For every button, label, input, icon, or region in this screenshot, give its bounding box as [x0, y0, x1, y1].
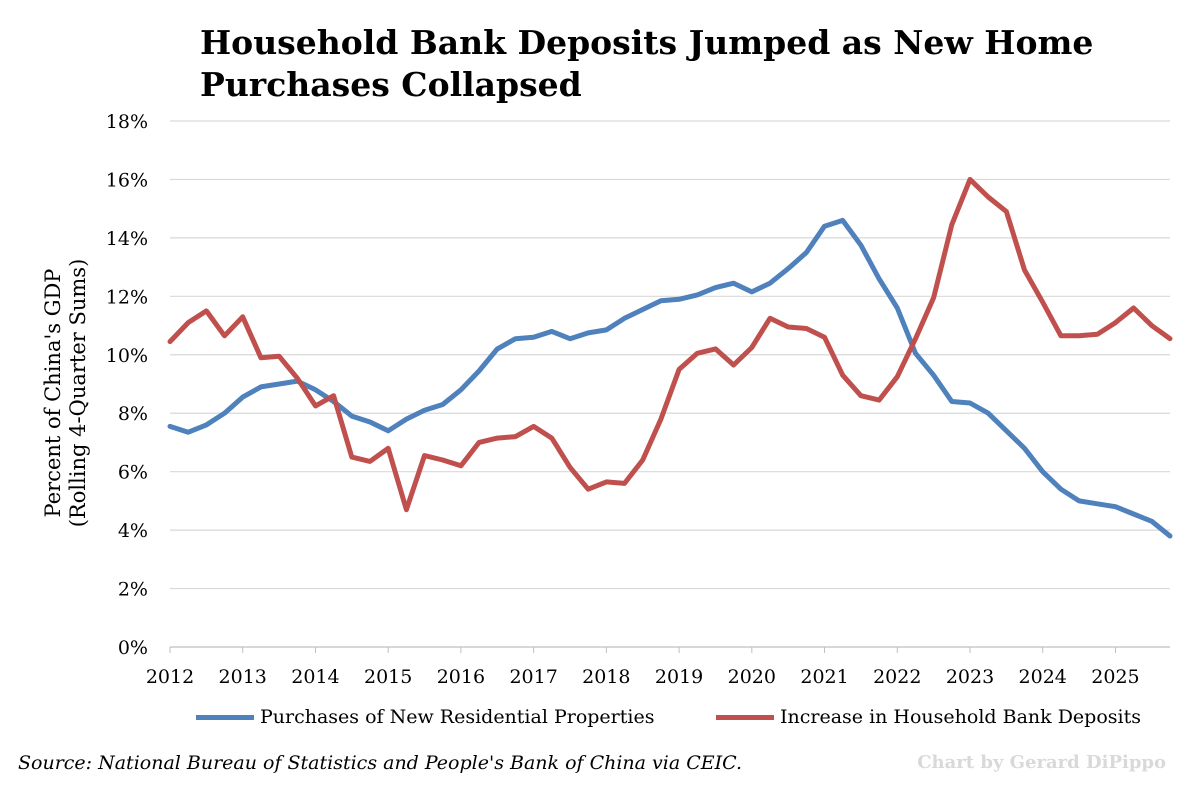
gridlines	[170, 120, 1170, 648]
series-line-deposits	[167, 176, 1173, 513]
legend-label-purchases: Purchases of New Residential Properties	[260, 706, 655, 728]
source-note: Source: National Bureau of Statistics an…	[18, 752, 743, 774]
x-tick-label: 2023	[946, 666, 994, 688]
x-tick-labels: 2012 2013 2014 2015 2016 2017 2018 2019 2020 2021…	[146, 647, 1140, 688]
y-tick-label: 18%	[106, 111, 148, 133]
x-tick-label: 2025	[1091, 666, 1139, 688]
legend-swatch-deposits	[716, 714, 774, 720]
legend-label-deposits: Increase in Household Bank Deposits	[780, 706, 1141, 728]
x-tick-label: 2021	[800, 666, 848, 688]
y-tick-label: 12%	[106, 286, 148, 308]
x-tick-label: 2019	[655, 666, 703, 688]
y-tick-label: 0%	[118, 637, 148, 659]
y-tick-labels: 0% 2% 4% 6% 8% 10% 12% 14% 16% 18%	[106, 111, 148, 659]
x-tick-label: 2016	[437, 666, 485, 688]
y-tick-label: 10%	[106, 345, 148, 367]
x-tick-label: 2017	[509, 666, 557, 688]
y-tick-label: 8%	[118, 403, 148, 425]
x-tick-label: 2015	[364, 666, 412, 688]
line-chart: 0%2%4%6%8%10%12%14%16%18% 2012 2013 2014 20…	[106, 111, 1173, 688]
x-tick-label: 2014	[291, 666, 339, 688]
x-tick-label: 2022	[873, 666, 921, 688]
legend-item-deposits: Increase in Household Bank Deposits	[716, 706, 1141, 728]
legend: Purchases of New Residential Properties …	[0, 706, 1200, 734]
x-tick-label: 2013	[219, 666, 267, 688]
series-lines	[167, 176, 1173, 539]
chart-title: Household Bank Deposits Jumped as New Ho…	[200, 23, 1094, 104]
x-tick-label: 2012	[146, 666, 194, 688]
x-tick-label: 2018	[582, 666, 630, 688]
y-tick-label: 16%	[106, 169, 148, 191]
series-line-purchases	[167, 217, 1173, 539]
y-tick-label: 14%	[106, 228, 148, 250]
y-tick-label: 2%	[118, 579, 148, 601]
chart-credit: Chart by Gerard DiPippo	[917, 752, 1166, 773]
legend-swatch-purchases	[196, 714, 254, 720]
y-tick-label: 4%	[118, 520, 148, 542]
x-tick-label: 2020	[728, 666, 776, 688]
legend-item-purchases: Purchases of New Residential Properties	[196, 706, 654, 728]
x-tick-label: 2024	[1019, 666, 1067, 688]
y-tick-label: 6%	[118, 462, 148, 484]
